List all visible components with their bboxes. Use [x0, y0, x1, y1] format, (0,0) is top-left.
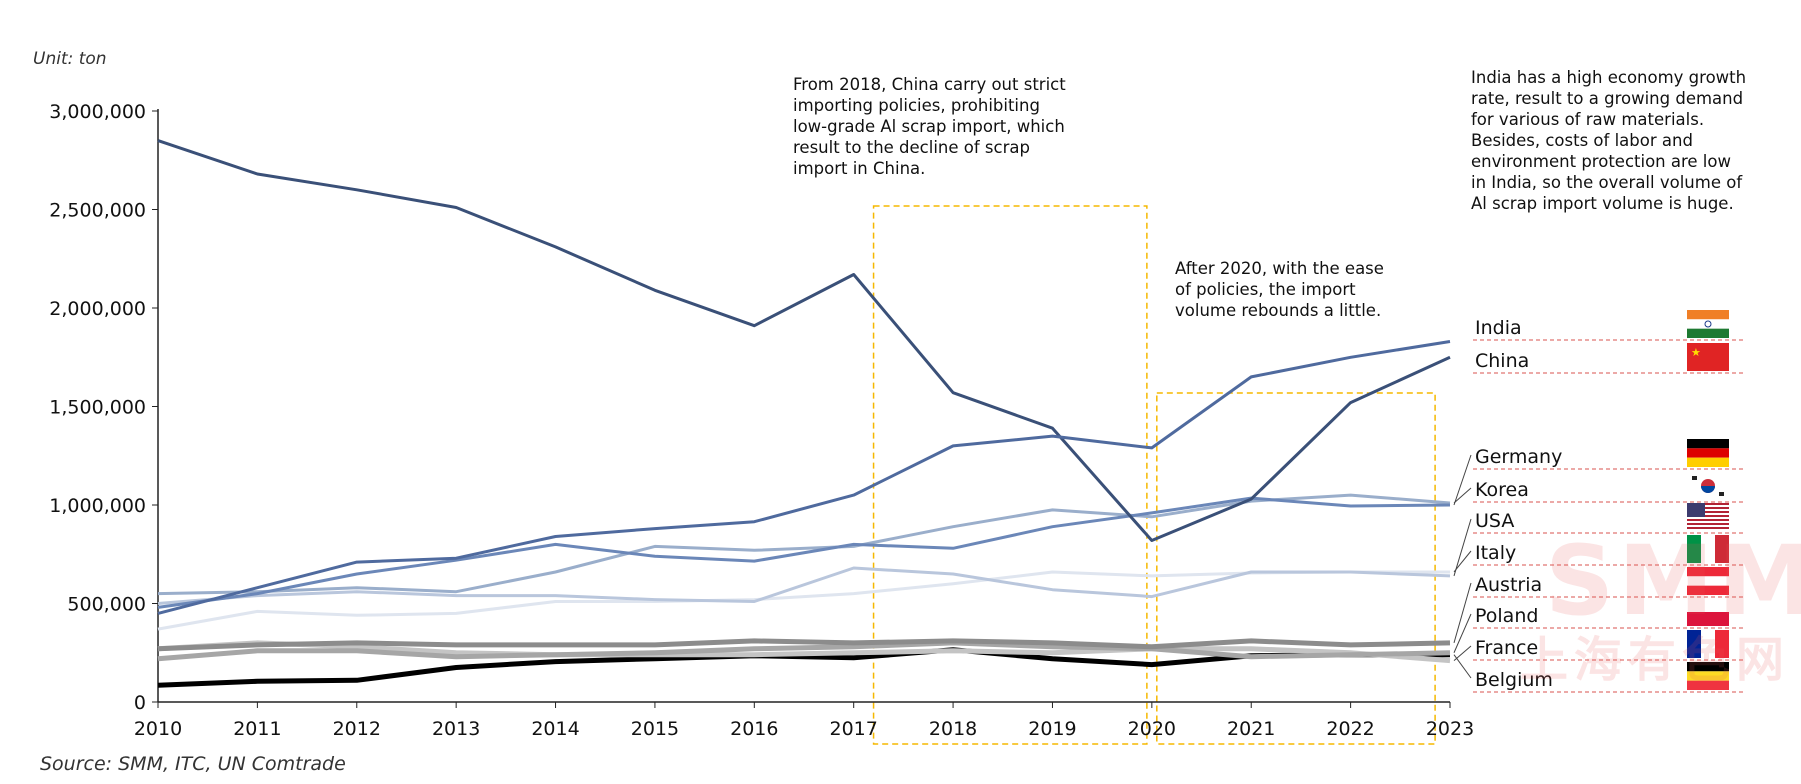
legend-leader-usa	[1453, 518, 1472, 577]
y-tick-label: 3,000,000	[49, 101, 146, 123]
korea-flag-icon	[1687, 472, 1729, 500]
x-tick-label: 2011	[233, 718, 281, 740]
y-tick-label: 1,500,000	[49, 397, 146, 419]
italy-flag-icon	[1687, 535, 1729, 563]
austria-flag-icon	[1687, 567, 1729, 595]
legend-label-austria: Austria	[1475, 574, 1542, 596]
x-tick-label: 2019	[1028, 718, 1076, 740]
x-tick-label: 2017	[830, 718, 878, 740]
source-label: Source: SMM, ITC, UN Comtrade	[40, 753, 346, 775]
legend-label-china: China	[1475, 350, 1529, 372]
y-tick-label: 500,000	[67, 594, 146, 616]
unit-label: Unit: ton	[33, 49, 107, 69]
series-line-china	[157, 139, 1451, 542]
germany-flag-icon	[1687, 439, 1729, 467]
france-flag-icon	[1687, 630, 1729, 658]
smm-watermark: SMM	[1545, 525, 1801, 637]
smm-watermark-subtext: 上海有色网	[1520, 632, 1791, 688]
x-tick-label: 2013	[432, 718, 480, 740]
x-tick-label: 2016	[730, 718, 778, 740]
legend-leader-austria	[1453, 582, 1472, 644]
series-line-india	[157, 340, 1451, 615]
annotation-india-growth: India has a high economy growth rate, re…	[1471, 68, 1747, 213]
x-tick-label: 2023	[1426, 718, 1474, 740]
x-tick-label: 2020	[1128, 718, 1176, 740]
series-line-germany	[157, 496, 1451, 609]
x-tick-label: 2022	[1326, 718, 1374, 740]
series-line-italy	[157, 570, 1450, 631]
legend-label-usa: USA	[1475, 510, 1514, 532]
x-tick-label: 2021	[1227, 718, 1275, 740]
x-tick-label: 2012	[333, 718, 381, 740]
legend-label-italy: Italy	[1475, 542, 1516, 564]
x-tick-label: 2015	[631, 718, 679, 740]
legend-leader-poland	[1453, 613, 1472, 653]
series-line-usa	[157, 566, 1451, 605]
legend-leader-germany	[1453, 454, 1472, 506]
annotation-2020-rebound: After 2020, with the ease of policies, t…	[1175, 259, 1384, 320]
series-line-korea	[157, 493, 1451, 596]
legend-leader-korea	[1453, 487, 1472, 504]
highlight-box-1	[872, 205, 1148, 745]
legend-label-india: India	[1475, 317, 1522, 339]
y-tick-label: 1,000,000	[49, 495, 146, 517]
legend-leader-italy	[1453, 550, 1472, 573]
x-tick-label: 2018	[929, 718, 977, 740]
annotation-2018-policy: From 2018, China carry out strict import…	[793, 75, 1066, 178]
series-line-france	[157, 640, 1451, 664]
x-tick-label: 2010	[134, 718, 182, 740]
legend-label-germany: Germany	[1475, 446, 1562, 468]
series-line-poland	[157, 640, 1451, 662]
x-tick-label: 2014	[531, 718, 579, 740]
legend-label-korea: Korea	[1475, 479, 1529, 501]
y-tick-label: 2,000,000	[49, 298, 146, 320]
usa-flag-icon	[1687, 503, 1729, 529]
belgium-flag-icon	[1687, 662, 1729, 690]
poland-flag-icon	[1687, 598, 1729, 626]
y-tick-label: 0	[134, 692, 146, 714]
highlight-box-2	[1156, 392, 1436, 745]
india-flag-icon	[1687, 310, 1729, 338]
china-flag-icon: ★	[1687, 343, 1729, 371]
legend-label-poland: Poland	[1475, 605, 1538, 627]
y-tick-label: 2,500,000	[49, 200, 146, 222]
legend-leader-belgium	[1453, 654, 1472, 679]
legend-label-france: France	[1475, 637, 1538, 659]
series-line-austria	[157, 638, 1451, 652]
legend-label-belgium: Belgium	[1475, 669, 1553, 691]
svg-text:★: ★	[1691, 346, 1701, 359]
